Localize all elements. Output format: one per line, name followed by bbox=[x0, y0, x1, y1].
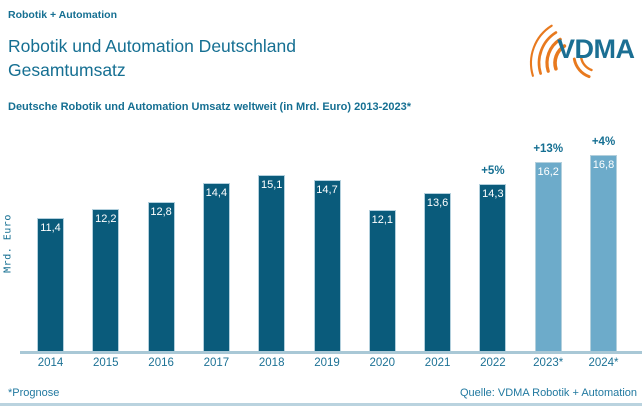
bar-2019: 14,7 bbox=[313, 180, 341, 352]
x-axis-line bbox=[20, 351, 642, 354]
bar-2016: 12,8 bbox=[147, 202, 175, 352]
bar-value-label: 11,4 bbox=[40, 222, 61, 234]
x-tick-label: 2023* bbox=[533, 357, 564, 369]
x-tick-label: 2019 bbox=[314, 357, 340, 369]
bar-2018: 15,1 bbox=[258, 175, 286, 352]
page-title-line2: Gesamtumsatz bbox=[8, 60, 126, 80]
x-tick-label: 2014 bbox=[37, 357, 64, 369]
logo-text: VDMA bbox=[557, 34, 635, 64]
x-tick-label: 2015 bbox=[93, 357, 119, 369]
x-tick-label: 2024* bbox=[588, 357, 619, 369]
bar-2022: 14,3 bbox=[479, 184, 507, 352]
x-tick-label: 2018 bbox=[258, 357, 285, 369]
bar-2017: 14,4 bbox=[202, 183, 230, 352]
bar-value-label: 14,4 bbox=[205, 187, 228, 199]
vdma-logo: VDMA bbox=[515, 5, 640, 80]
logo-arcs-upper bbox=[530, 24, 567, 77]
bar-2021: 13,6 bbox=[424, 193, 452, 352]
page-title: Robotik und Automation Deutschland Gesam… bbox=[8, 34, 296, 82]
bar-2023*: 16,2 bbox=[534, 162, 562, 352]
x-tick-label: 2016 bbox=[148, 357, 174, 369]
brand-label: Robotik + Automation bbox=[8, 9, 117, 21]
bar-2024*: 16,8 bbox=[590, 155, 617, 352]
x-tick-label: 2021 bbox=[424, 357, 451, 369]
bar-2015: 12,2 bbox=[92, 209, 120, 352]
bar-value-label: 15,1 bbox=[260, 179, 283, 191]
bar-value-label: 14,7 bbox=[316, 184, 338, 196]
logo-arcs-lower bbox=[572, 56, 593, 79]
bar-value-label: 13,6 bbox=[426, 197, 449, 209]
growth-label: +5% bbox=[481, 165, 505, 177]
bar-value-label: 12,1 bbox=[371, 214, 393, 226]
x-tick-label: 2017 bbox=[203, 357, 230, 369]
source-label: Quelle: VDMA Robotik + Automation bbox=[459, 387, 637, 399]
growth-label: +13% bbox=[533, 143, 564, 155]
bar-2020: 12,1 bbox=[368, 210, 396, 352]
footnote: *Prognose bbox=[8, 387, 60, 399]
x-tick-label: 2020 bbox=[369, 357, 396, 369]
bar-value-label: 14,3 bbox=[482, 188, 504, 200]
bar-value-label: 12,2 bbox=[95, 213, 117, 225]
chart-title: Deutsche Robotik und Automation Umsatz w… bbox=[8, 101, 411, 113]
bar-value-label: 12,8 bbox=[150, 206, 172, 218]
vdma-logo-graphic: VDMA bbox=[530, 24, 635, 79]
y-axis-label: Mrd. Euro bbox=[2, 214, 14, 273]
growth-label: +4% bbox=[591, 136, 616, 148]
bar-2014: 11,4 bbox=[37, 218, 64, 352]
bottom-rule bbox=[0, 403, 642, 406]
bar-value-label: 16,8 bbox=[592, 159, 615, 171]
x-tick-label: 2022 bbox=[480, 357, 506, 369]
page-title-line1: Robotik und Automation Deutschland bbox=[8, 36, 296, 56]
bar-value-label: 16,2 bbox=[537, 166, 559, 178]
